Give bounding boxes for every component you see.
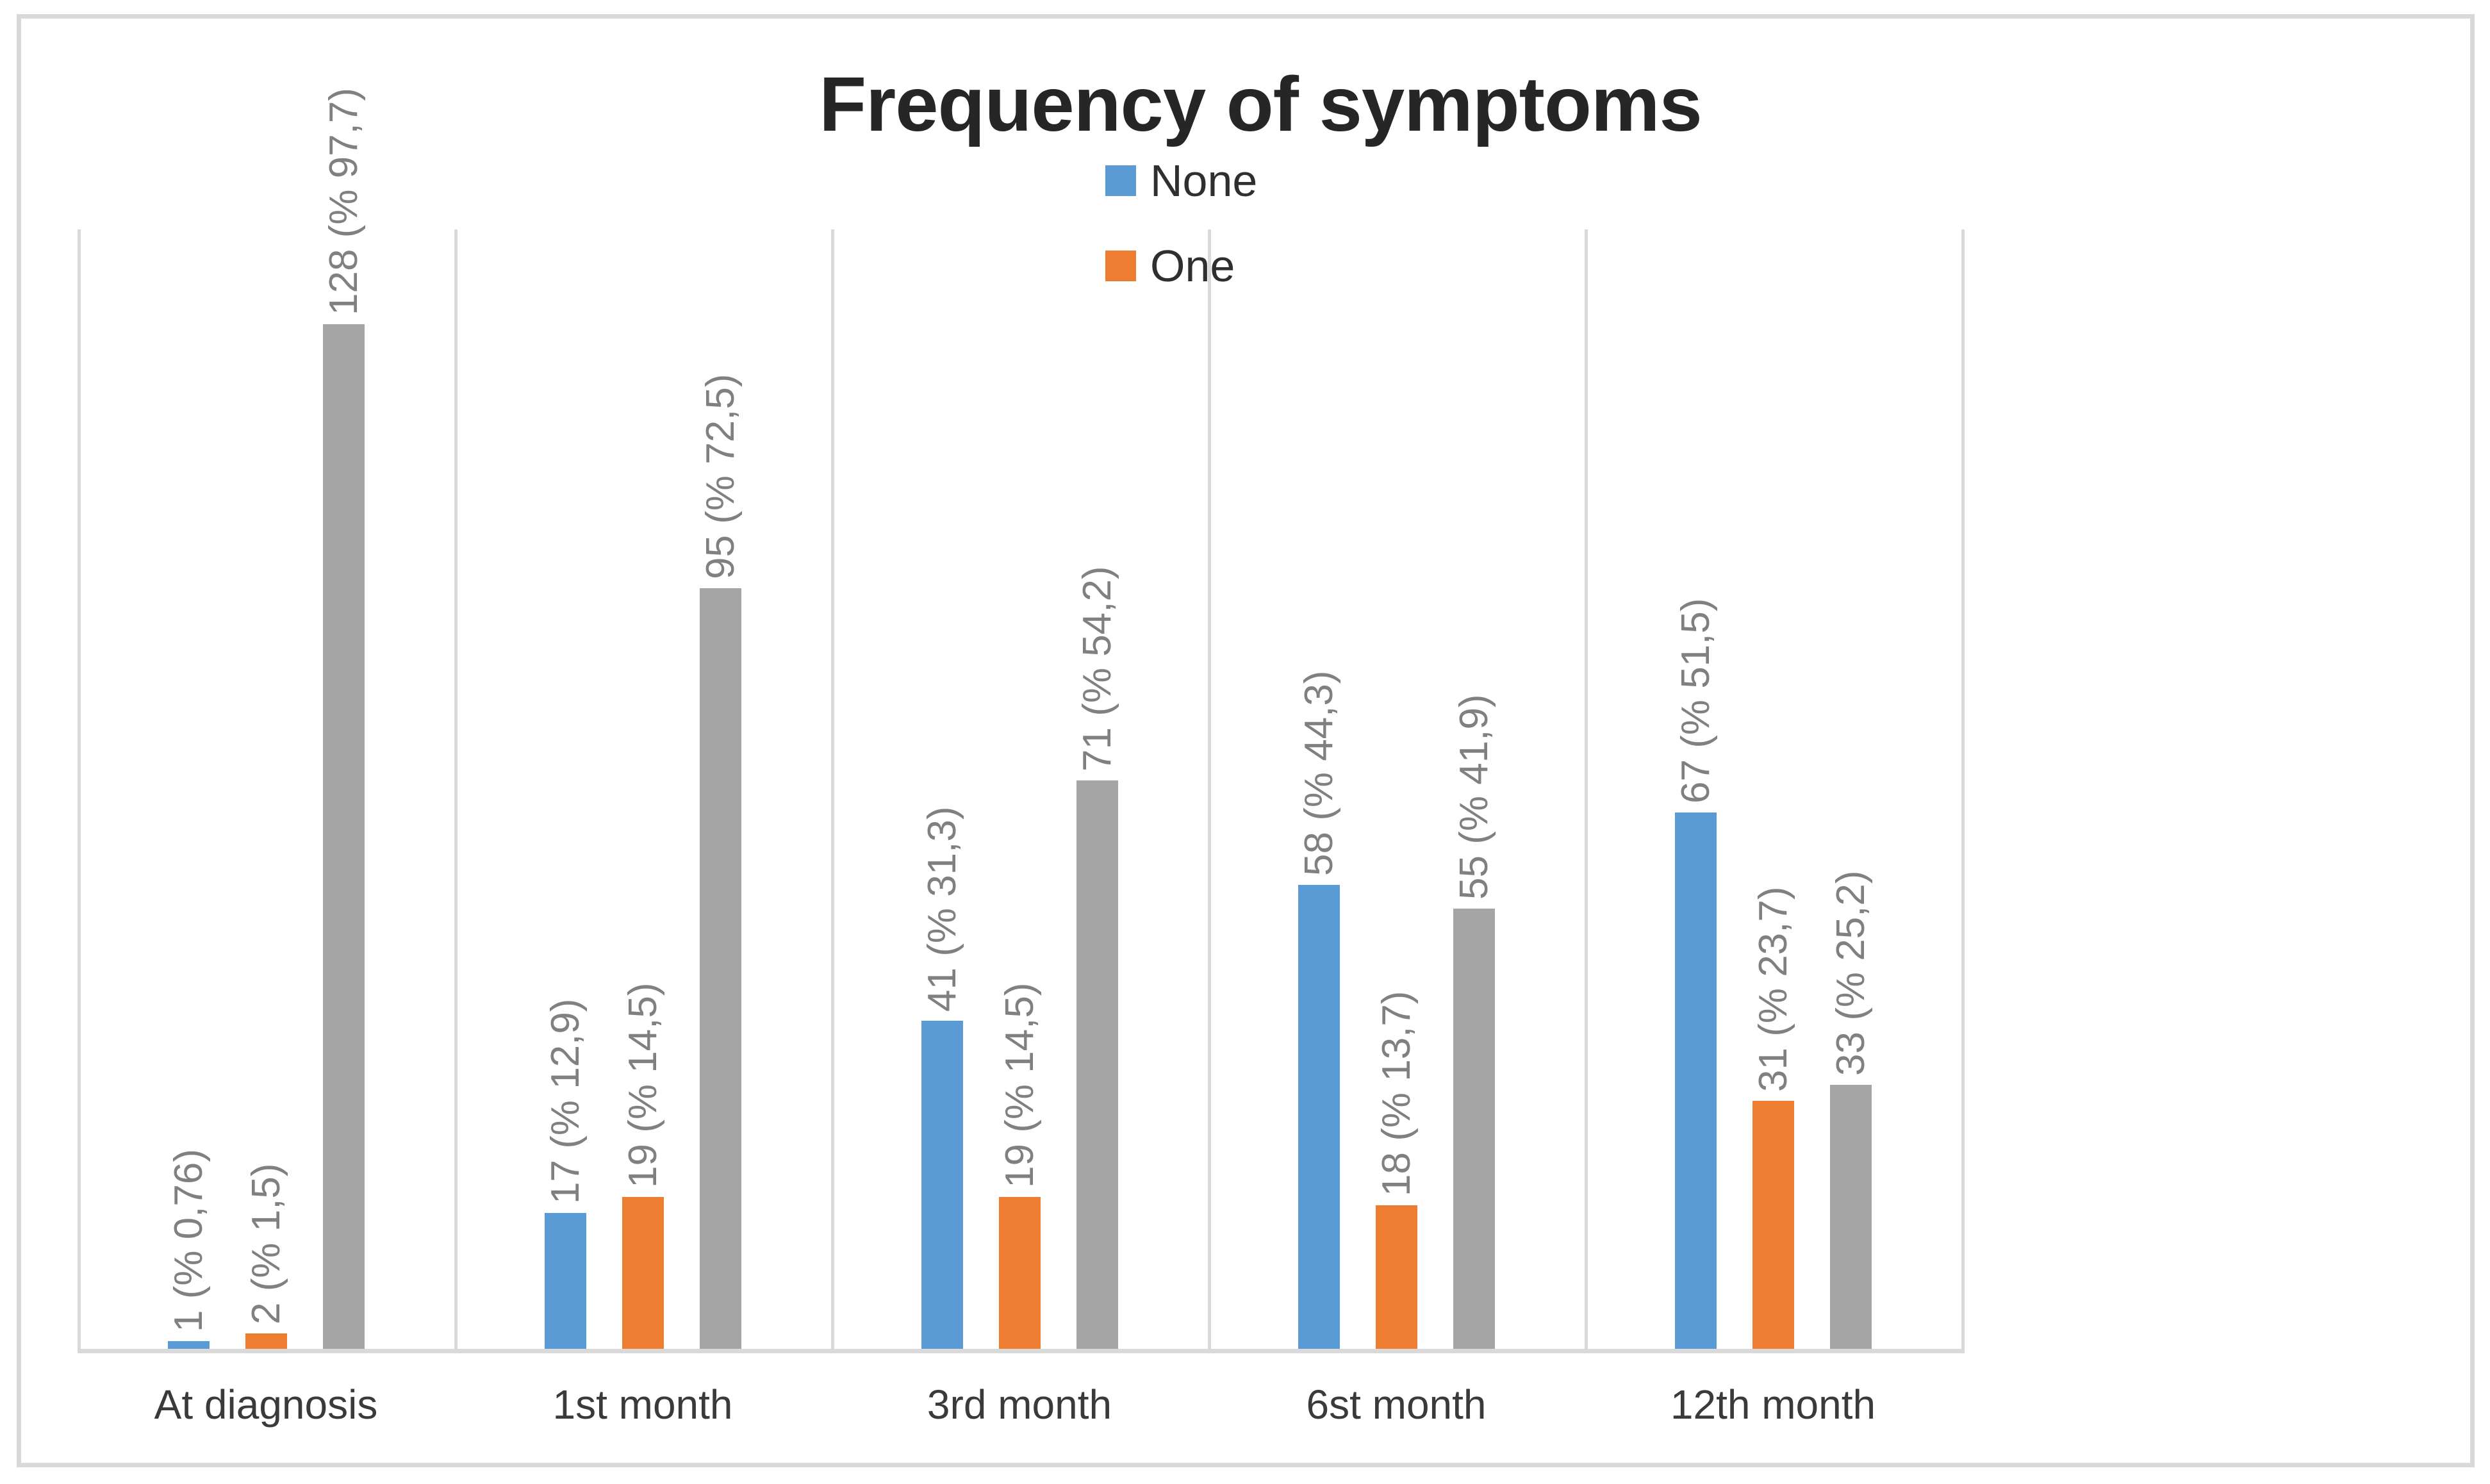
category-gridline	[1208, 229, 1211, 1353]
legend-swatch-icon	[1105, 165, 1136, 196]
data-label: 58 (% 44,3)	[1297, 670, 1341, 876]
bar-none-3	[1298, 885, 1340, 1349]
x-axis-line	[78, 1349, 1965, 1353]
bar-none-2	[921, 1021, 963, 1349]
category-gridline	[1961, 229, 1965, 1353]
data-label: 19 (% 14,5)	[621, 982, 665, 1188]
bar-one-1	[622, 1197, 664, 1349]
category-gridline	[1585, 229, 1588, 1353]
data-label: 71 (% 54,2)	[1075, 566, 1119, 771]
figure-border-frame	[17, 14, 2475, 1467]
bar-none-1	[545, 1213, 586, 1349]
legend-item-none: None	[1105, 156, 1258, 206]
bar-gray-1	[700, 588, 741, 1349]
category-gridline	[831, 229, 834, 1353]
data-label: 19 (% 14,5)	[998, 982, 1042, 1188]
legend-label: One	[1150, 241, 1235, 291]
bar-gray-3	[1453, 909, 1495, 1349]
bar-none-0	[168, 1341, 210, 1349]
category-label-4: 12th month	[1670, 1381, 1876, 1428]
bar-gray-0	[323, 324, 365, 1349]
bar-one-2	[999, 1197, 1041, 1349]
legend-label: None	[1150, 156, 1258, 206]
data-label: 95 (% 72,5)	[698, 374, 743, 579]
data-label: 67 (% 51,5)	[1674, 598, 1718, 804]
data-label: 17 (% 12,9)	[543, 998, 588, 1204]
data-label: 31 (% 23,7)	[1751, 886, 1795, 1092]
category-label-3: 6st month	[1306, 1381, 1487, 1428]
category-label-0: At diagnosis	[154, 1381, 378, 1428]
bar-gray-2	[1076, 780, 1118, 1349]
bar-one-3	[1376, 1205, 1417, 1349]
chart-title: Frequency of symptoms	[819, 60, 1703, 147]
legend-item-one: One	[1105, 241, 1235, 291]
bar-none-4	[1675, 812, 1717, 1349]
data-label: 41 (% 31,3)	[920, 806, 964, 1012]
data-label: 18 (% 13,7)	[1374, 991, 1419, 1196]
bar-one-0	[245, 1333, 287, 1349]
data-label: 33 (% 25,2)	[1829, 870, 1873, 1076]
legend-swatch-icon	[1105, 251, 1136, 281]
category-gridline	[454, 229, 458, 1353]
category-gridline	[78, 229, 81, 1353]
data-label: 1 (% 0,76)	[167, 1148, 211, 1332]
data-label: 128 (% 97,7)	[322, 88, 366, 315]
category-label-1: 1st month	[552, 1381, 733, 1428]
category-label-2: 3rd month	[927, 1381, 1112, 1428]
data-label: 55 (% 41,9)	[1452, 694, 1496, 900]
data-label: 2 (% 1,5)	[244, 1163, 288, 1324]
bar-one-4	[1752, 1101, 1794, 1349]
bar-gray-4	[1830, 1085, 1872, 1349]
